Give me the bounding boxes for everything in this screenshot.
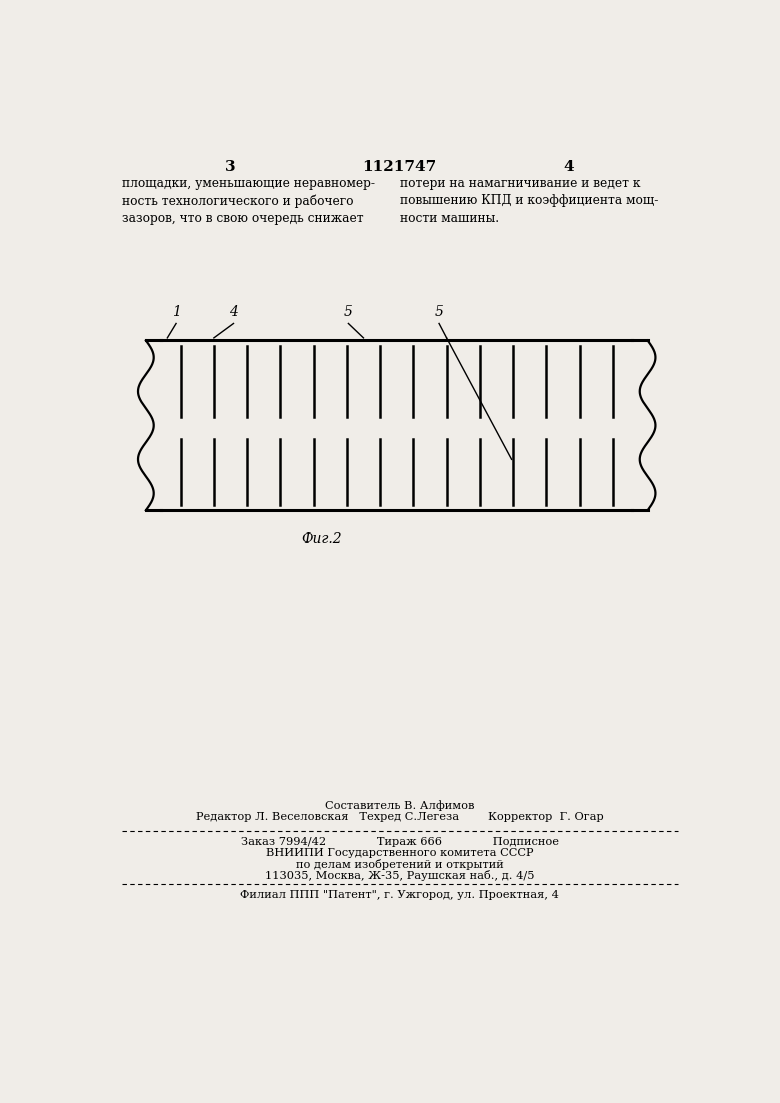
Text: Заказ 7994/42              Тираж 666              Подписное: Заказ 7994/42 Тираж 666 Подписное [241,837,558,847]
Text: по делам изобретений и открытий: по делам изобретений и открытий [296,859,504,870]
Text: площадки, уменьшающие неравномер-
ность технологического и рабочего
зазоров, что: площадки, уменьшающие неравномер- ность … [122,176,374,225]
Text: 1: 1 [172,306,180,319]
Text: Филиал ППП "Патент", г. Ужгород, ул. Проектная, 4: Филиал ППП "Патент", г. Ужгород, ул. Про… [240,890,559,900]
Text: Составитель В. Алфимов: Составитель В. Алфимов [325,800,474,811]
Text: 4: 4 [229,306,238,319]
Text: ВНИИПИ Государственного комитета СССР: ВНИИПИ Государственного комитета СССР [266,848,534,858]
Text: 5: 5 [344,306,353,319]
Text: 113035, Москва, Ж-35, Раушская наб., д. 4/5: 113035, Москва, Ж-35, Раушская наб., д. … [265,870,534,881]
Text: 3: 3 [225,160,236,173]
Text: 1121747: 1121747 [363,160,437,173]
Text: потери на намагничивание и ведет к
повышению КПД и коэффициента мощ-
ности машин: потери на намагничивание и ведет к повыш… [399,176,658,225]
Text: 5: 5 [434,306,444,319]
Text: 4: 4 [564,160,574,173]
Text: Фиг.2: Фиг.2 [301,532,342,546]
Text: Редактор Л. Веселовская   Техред С.Легеза        Корректор  Г. Огар: Редактор Л. Веселовская Техред С.Легеза … [196,812,604,822]
